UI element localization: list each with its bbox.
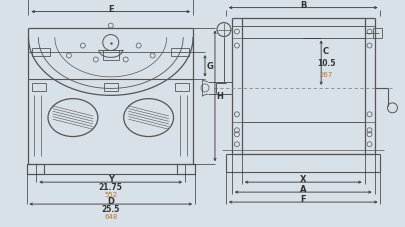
Text: B: B [300,1,307,10]
Bar [175,84,189,92]
Text: Y: Y [108,174,114,183]
Bar [373,28,382,38]
Text: 10.5: 10.5 [317,59,335,68]
Text: 267: 267 [320,72,333,77]
Text: F: F [301,194,306,203]
Bar [104,84,118,92]
Text: A: A [300,184,307,193]
Text: D: D [107,196,114,205]
Text: X: X [300,174,307,183]
Bar [171,49,189,57]
Text: E: E [108,5,113,14]
Bar [177,164,195,174]
Bar [32,84,47,92]
Text: C: C [323,47,329,55]
Text: 648: 648 [104,213,117,219]
Text: 552: 552 [104,191,117,197]
Bar [26,164,45,174]
Bar [32,49,51,57]
Text: 25.5: 25.5 [102,204,120,213]
Text: H: H [217,92,224,101]
Text: 21.75: 21.75 [99,182,123,191]
Text: G: G [207,62,213,71]
